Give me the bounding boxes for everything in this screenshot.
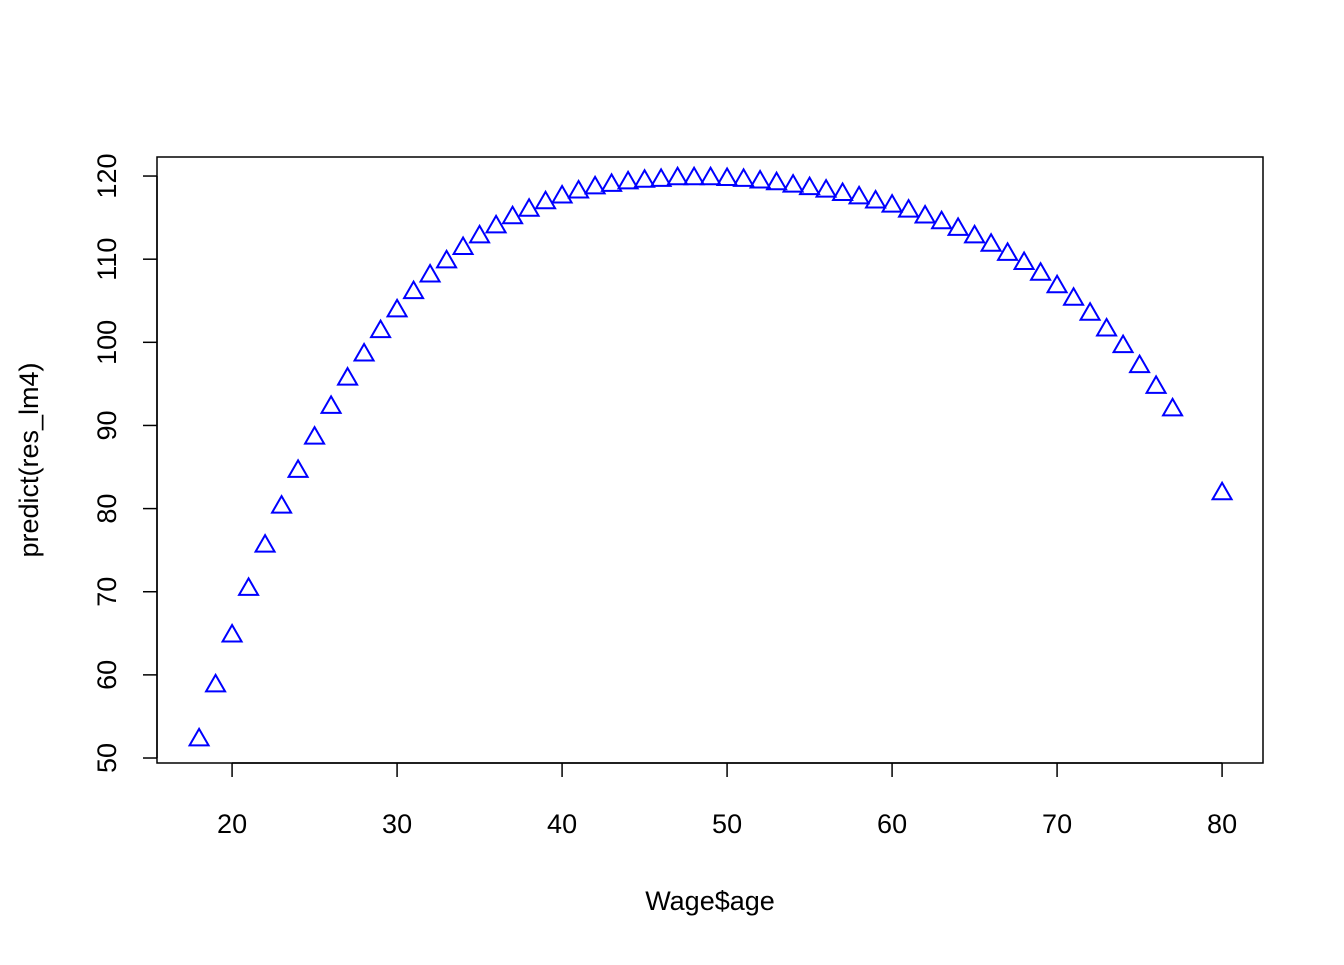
point — [633, 168, 656, 188]
point — [814, 178, 838, 198]
point — [303, 425, 326, 445]
x-tick-label: 40 — [547, 809, 577, 839]
y-tick-label: 90 — [92, 410, 122, 440]
point — [996, 241, 1019, 261]
point — [352, 341, 376, 362]
point — [600, 172, 623, 192]
point — [930, 209, 953, 230]
point — [963, 223, 986, 244]
point — [979, 232, 1003, 252]
y-tick-label: 110 — [92, 238, 122, 281]
y-tick-label: 50 — [92, 743, 122, 773]
point — [864, 188, 887, 209]
point — [616, 169, 640, 190]
point — [765, 170, 788, 191]
point — [204, 672, 227, 693]
point — [385, 297, 409, 318]
plot-box — [156, 156, 1264, 764]
x-tick-label: 20 — [217, 809, 247, 839]
point — [1210, 480, 1234, 501]
point — [418, 262, 442, 283]
point — [913, 203, 937, 224]
y-tick-label: 70 — [92, 577, 122, 607]
point — [715, 166, 739, 187]
point — [336, 366, 359, 386]
point — [220, 622, 244, 643]
point — [897, 198, 920, 218]
point — [286, 458, 310, 478]
point — [319, 394, 343, 414]
x-tick-label: 70 — [1042, 809, 1072, 839]
point — [550, 183, 574, 204]
point — [798, 175, 821, 196]
point — [517, 197, 541, 217]
y-axis-label: predict(res_lm4) — [14, 362, 44, 557]
x-tick-label: 60 — [877, 809, 907, 839]
point — [187, 726, 211, 747]
point — [666, 165, 689, 186]
point — [781, 173, 805, 193]
point — [946, 216, 970, 236]
x-axis-label: Wage$age — [645, 886, 775, 916]
point — [847, 184, 871, 205]
point — [1128, 353, 1151, 374]
point — [1111, 333, 1135, 354]
y-tick-label: 100 — [92, 320, 122, 365]
point — [649, 167, 673, 187]
point — [369, 318, 392, 339]
point — [567, 178, 590, 199]
x-tick-label: 80 — [1207, 809, 1237, 839]
point — [1144, 374, 1168, 394]
point — [880, 193, 904, 213]
point — [1062, 286, 1085, 306]
point — [583, 174, 607, 195]
point — [501, 204, 524, 225]
point — [748, 169, 772, 189]
point — [1095, 317, 1118, 337]
y-tick-label: 60 — [92, 660, 122, 690]
point — [468, 223, 491, 244]
point — [534, 189, 557, 210]
x-tick-label: 30 — [382, 809, 412, 839]
point — [1078, 301, 1102, 321]
point — [1161, 396, 1184, 417]
y-tick-label: 120 — [92, 154, 122, 199]
point — [253, 533, 277, 553]
point — [732, 167, 755, 187]
point — [831, 181, 854, 201]
point — [1045, 273, 1069, 294]
point — [435, 248, 458, 269]
point — [1012, 250, 1036, 271]
point — [699, 165, 722, 186]
y-tick-label: 80 — [92, 494, 122, 524]
x-tick-label: 50 — [712, 809, 742, 839]
point — [1029, 261, 1052, 281]
point — [270, 494, 293, 514]
point — [402, 279, 425, 300]
point — [451, 235, 475, 256]
point — [682, 165, 706, 186]
point — [237, 576, 260, 596]
point — [484, 213, 508, 234]
